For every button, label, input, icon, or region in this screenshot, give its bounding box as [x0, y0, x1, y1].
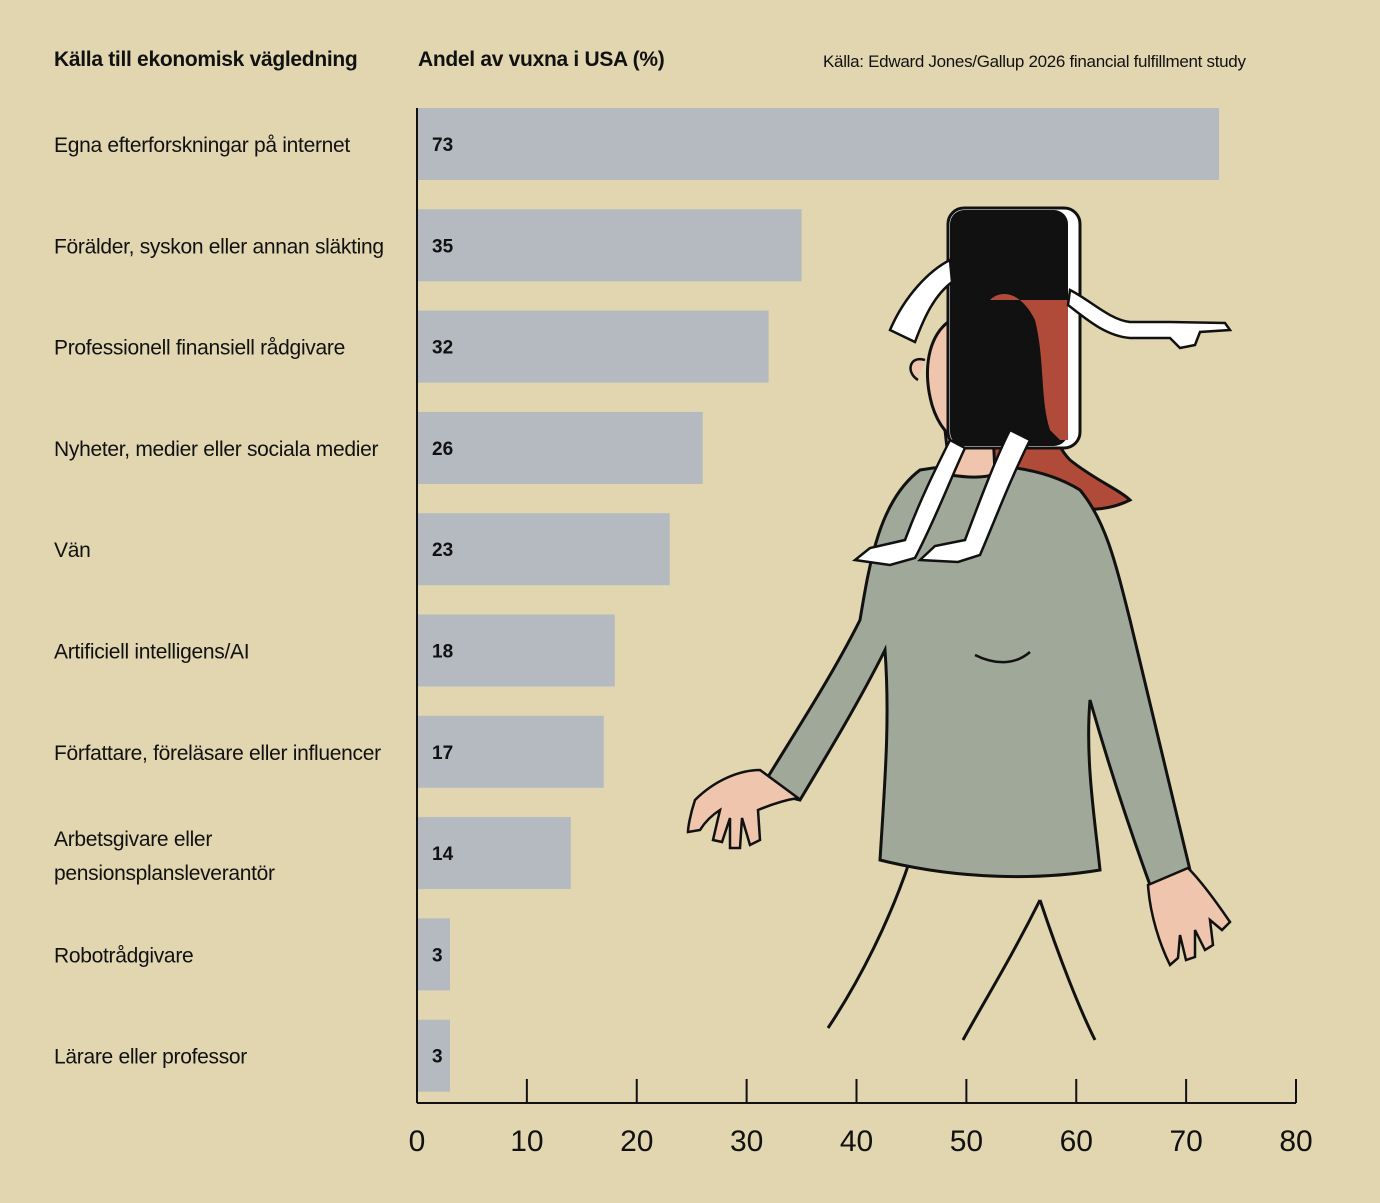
bar-value-label: 32 [432, 338, 453, 359]
bar [417, 411, 703, 484]
x-tick-label: 30 [730, 1125, 763, 1158]
category-label: Robotrådgivare [54, 944, 193, 967]
x-tick-label: 60 [1060, 1125, 1093, 1158]
woman-chest-line [974, 651, 1031, 664]
x-tick-label: 70 [1169, 1125, 1202, 1158]
woman-hand-right [1146, 866, 1232, 968]
phone-leg-right [916, 428, 1032, 564]
bar [417, 310, 769, 383]
bars-group: 73 Egna efterforskningar på internet 35 För… [54, 108, 1220, 1092]
category-label: Egna efterforskningar på internet [54, 134, 350, 157]
category-label: Lärare eller professor [54, 1046, 247, 1069]
woman-leg-right-back [961, 899, 1042, 1041]
woman-leg-right-front [1038, 899, 1097, 1041]
bar [417, 918, 450, 991]
woman-hand-left [686, 768, 802, 850]
x-tick-label: 10 [510, 1125, 543, 1158]
x-tick-label: 80 [1279, 1125, 1312, 1158]
bar-value-label: 26 [432, 439, 453, 460]
bar-value-label: 73 [432, 135, 453, 156]
category-label: Professionell finansiell rådgivare [54, 337, 345, 360]
bar-value-label: 18 [432, 642, 453, 663]
category-label: Nyheter, medier eller sociala medier [54, 438, 378, 461]
bar [417, 513, 670, 586]
woman-sweater [757, 463, 1192, 887]
x-axis: 0 10 20 30 40 50 60 70 80 [409, 108, 1313, 1158]
phone-arm-left [888, 258, 954, 344]
bar-value-label: 14 [432, 844, 454, 865]
category-label: Vän [54, 539, 90, 562]
category-heading: Källa till ekonomisk vägledning [54, 48, 358, 71]
bar-value-label: 3 [432, 1047, 443, 1068]
bar-value-label: 35 [432, 236, 454, 257]
bar-value-label: 3 [432, 945, 443, 966]
x-tick-label: 50 [950, 1125, 983, 1158]
x-tick-label: 20 [620, 1125, 653, 1158]
value-heading: Andel av vuxna i USA (%) [418, 48, 665, 71]
phone-arm-pointing [1066, 288, 1233, 350]
x-tick-label: 40 [840, 1125, 873, 1158]
bar [417, 1019, 450, 1092]
category-label: Förälder, syskon eller annan släkting [54, 235, 384, 258]
category-label: Författare, föreläsare eller influencer [54, 742, 381, 765]
woman-leg-left [826, 859, 912, 1029]
x-tick-label: 0 [409, 1125, 426, 1158]
bar [417, 108, 1220, 180]
phone-leg-left [851, 438, 967, 567]
source-note: Källa: Edward Jones/Gallup 2026 financia… [823, 52, 1246, 71]
bar-value-label: 23 [432, 540, 453, 561]
bar-value-label: 17 [432, 743, 453, 764]
bar [417, 209, 802, 282]
category-label: Arbetsgivare eller pensionsplansleverantö… [54, 828, 275, 885]
bar [417, 817, 571, 890]
illustration-woman [686, 206, 1233, 1041]
category-label: Artificiell intelligens/AI [54, 641, 249, 664]
bar [417, 614, 615, 687]
woman-ear [909, 357, 926, 382]
bar [417, 715, 604, 788]
